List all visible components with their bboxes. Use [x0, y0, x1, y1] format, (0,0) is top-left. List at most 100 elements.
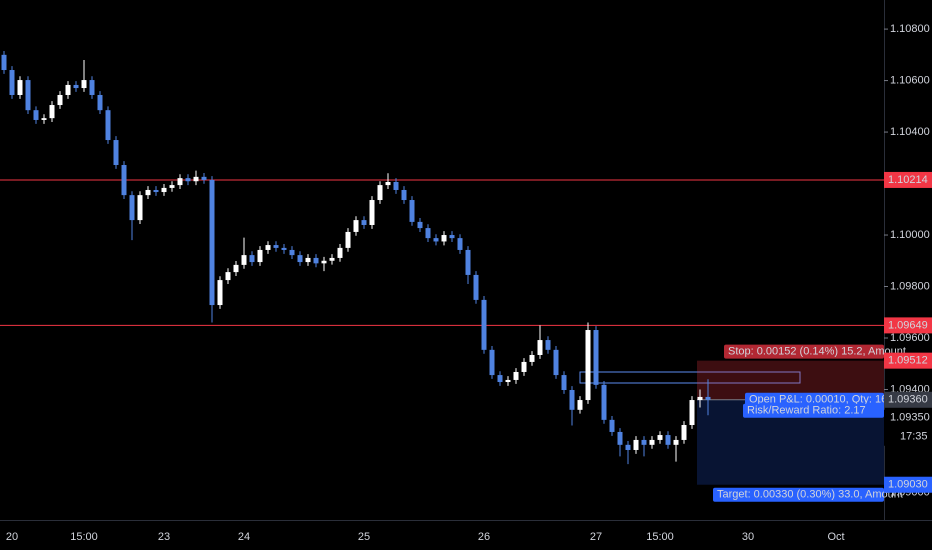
- candle-body: [697, 396, 703, 401]
- x-tick-label: Oct: [827, 531, 844, 543]
- candle-body: [361, 220, 367, 225]
- candle-body: [25, 80, 31, 111]
- candle-body: [9, 70, 15, 95]
- candle-body: [673, 439, 679, 445]
- stop-price-label-box: [884, 352, 932, 369]
- candle-body: [617, 431, 623, 445]
- candle-body: [377, 185, 383, 201]
- x-tick-label: 30: [742, 531, 754, 543]
- candle-body: [161, 187, 167, 193]
- candle-body: [153, 189, 159, 193]
- pnl-label-box: [745, 392, 884, 407]
- candle-body: [409, 200, 415, 222]
- candle-body: [145, 189, 151, 196]
- candle-body: [177, 178, 183, 186]
- candle-body: [169, 185, 175, 188]
- x-tick-label: 25: [358, 531, 370, 543]
- candle-body: [321, 260, 327, 264]
- candle-body: [385, 182, 391, 186]
- candle-body: [17, 80, 23, 95]
- candle-body: [57, 94, 63, 106]
- candle-body: [193, 176, 199, 182]
- candle-body: [577, 400, 583, 410]
- x-tick-label: 15:00: [646, 531, 674, 543]
- candle-body: [545, 340, 551, 350]
- candle-body: [353, 220, 359, 232]
- candle-body: [273, 245, 279, 248]
- candle-body: [425, 228, 431, 239]
- candle-body: [481, 299, 487, 350]
- candle-body: [89, 80, 95, 95]
- y-tick-label: 1.10400: [890, 126, 930, 138]
- candle-body: [329, 257, 335, 261]
- countdown-time: 17:35: [900, 431, 928, 443]
- target-price-label: 1.09030: [888, 479, 928, 491]
- countdown-box: [884, 409, 932, 446]
- candle-body: [217, 280, 223, 306]
- y-tick-label: 1.10600: [890, 74, 930, 86]
- candle-body: [121, 165, 127, 196]
- price-line-label: 1.09649: [888, 319, 928, 331]
- candle-body: [521, 361, 527, 372]
- candle-body: [73, 84, 79, 89]
- candle-body: [393, 182, 399, 190]
- stop-price-label: 1.09512: [888, 355, 928, 367]
- entry-price-label: 1.09360: [888, 394, 928, 406]
- candle-body: [633, 439, 639, 450]
- candle-body: [489, 349, 495, 376]
- candle-body: [281, 247, 287, 250]
- candle-body: [505, 379, 511, 383]
- candle-body: [129, 195, 135, 221]
- stop-label-box: [724, 344, 884, 359]
- candle-body: [601, 384, 607, 420]
- candle-body: [561, 375, 567, 390]
- candle-body: [593, 330, 599, 385]
- candle-body: [457, 238, 463, 250]
- candle-body: [497, 375, 503, 383]
- price-line-label-box: [884, 317, 932, 334]
- candle-body: [417, 221, 423, 229]
- candle-body: [249, 255, 255, 263]
- candle-body: [465, 249, 471, 275]
- candle-body: [665, 435, 671, 445]
- candle-body: [313, 257, 319, 264]
- x-tick-label: 27: [590, 531, 602, 543]
- candle-body: [529, 354, 535, 362]
- candle-body: [265, 245, 271, 250]
- countdown-price: 1.09350: [890, 412, 930, 424]
- target-label-box: [713, 487, 884, 502]
- price-line-label: 1.10214: [888, 174, 928, 186]
- candle-body: [345, 231, 351, 248]
- candle-body: [689, 400, 695, 426]
- rr-label: Risk/Reward Ratio: 2.17: [747, 405, 866, 417]
- x-tick-label: 24: [238, 531, 250, 543]
- stop-label: Stop: 0.00152 (0.14%) 15.2, Amount: [728, 346, 906, 358]
- candle-body: [609, 419, 615, 432]
- pnl-label: Open P&L: 0.00010, Qty: 1644: [749, 394, 899, 406]
- candle-body: [641, 439, 647, 445]
- target-label: Target: 0.00330 (0.30%) 33.0, Amount: [717, 489, 903, 501]
- candle-body: [1, 54, 7, 71]
- y-tick-label: 1.10000: [890, 229, 930, 241]
- candle-body: [289, 249, 295, 256]
- candle-body: [585, 330, 591, 401]
- candle-body: [657, 435, 663, 440]
- rr-label-box: [743, 403, 884, 418]
- candle-body: [97, 94, 103, 111]
- candle-body: [537, 340, 543, 355]
- x-tick-label: 26: [478, 531, 490, 543]
- rectangle-drawing: [579, 371, 801, 384]
- candle-body: [449, 235, 455, 239]
- candle-body: [297, 255, 303, 263]
- candle-body: [41, 118, 47, 120]
- candle-body: [65, 84, 71, 95]
- candle-body: [233, 264, 239, 273]
- candle-body: [441, 235, 447, 242]
- candle-body: [513, 371, 519, 380]
- candle-body: [81, 80, 87, 89]
- candle-body: [473, 274, 479, 300]
- entry-price-label-box: [884, 391, 932, 408]
